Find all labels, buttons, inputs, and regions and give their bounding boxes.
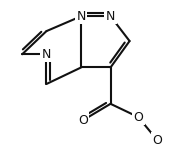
Text: O: O [78,114,88,127]
Text: N: N [106,10,115,23]
Text: O: O [133,111,143,123]
Text: N: N [76,10,86,23]
Text: O: O [152,134,162,147]
Text: N: N [42,48,51,61]
